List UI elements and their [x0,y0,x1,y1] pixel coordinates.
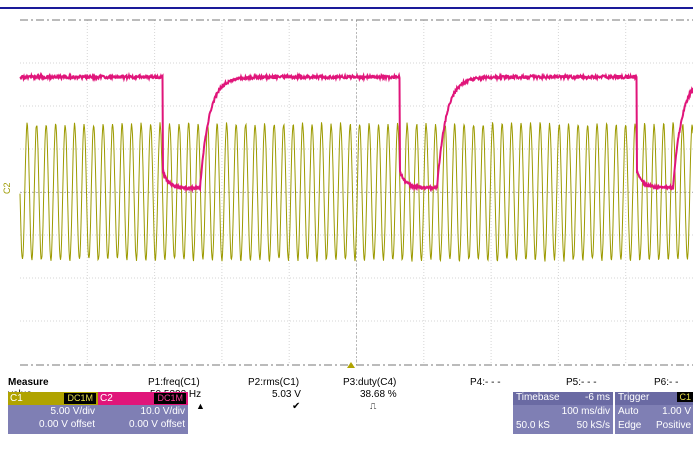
trigger-label: Trigger [618,392,649,403]
trigger-slope: Positive [656,420,691,431]
trigger-type: Edge [618,420,641,431]
param-p6-name[interactable]: P6:- - [654,377,678,388]
param-p3-value: 38.68 % [360,389,397,400]
param-p4-name[interactable]: P4:- - - [470,377,501,388]
checkmark-icon: ✔ [292,401,300,412]
timebase-rate: 50 kS/s [577,420,610,431]
c1-coupling-badge: DC1M [64,393,96,404]
c1-offset: 0.00 V offset [8,418,95,431]
timebase-tdiv: 100 ms/div [562,406,610,417]
c2-label: C2 [100,392,113,405]
warning-icon: ▲ [196,401,205,411]
timebase-descriptor[interactable]: Timebase -6 ms 100 ms/div 50.0 kS 50 kS/… [513,392,613,434]
pulse-icon: ⎍ [370,401,376,412]
param-p1-name[interactable]: P1:freq(C1) [148,377,200,388]
c1-vdiv: 5.00 V/div [8,405,95,418]
trigger-level: 1.00 V [662,406,691,417]
c2-coupling-badge: DC1M [154,393,186,404]
param-p2-name[interactable]: P2:rms(C1) [248,377,299,388]
trigger-descriptor[interactable]: Trigger C1 Auto 1.00 V Edge Positive [615,392,693,434]
param-p5-name[interactable]: P5:- - - [566,377,597,388]
trigger-source-badge: C1 [677,392,693,402]
channel-c2-descriptor[interactable]: C2 DC1M 10.0 V/div 0.00 V offset [98,392,188,434]
channel-c1-descriptor[interactable]: C1 DC1M 5.00 V/div 0.00 V offset [8,392,98,434]
waveform-display[interactable]: C2 [0,0,693,375]
timebase-delay: -6 ms [585,392,610,403]
c2-offset: 0.00 V offset [98,418,185,431]
c2-offset-marker[interactable]: C2 [2,182,12,194]
timebase-label: Timebase [516,392,560,403]
param-p3-name[interactable]: P3:duty(C4) [343,377,396,388]
trigger-mode: Auto [618,406,639,417]
c1-label: C1 [10,392,23,405]
timebase-samples: 50.0 kS [516,420,550,431]
param-p2-value: 5.03 V [272,389,301,400]
c2-vdiv: 10.0 V/div [98,405,185,418]
measure-title: Measure [8,377,49,388]
